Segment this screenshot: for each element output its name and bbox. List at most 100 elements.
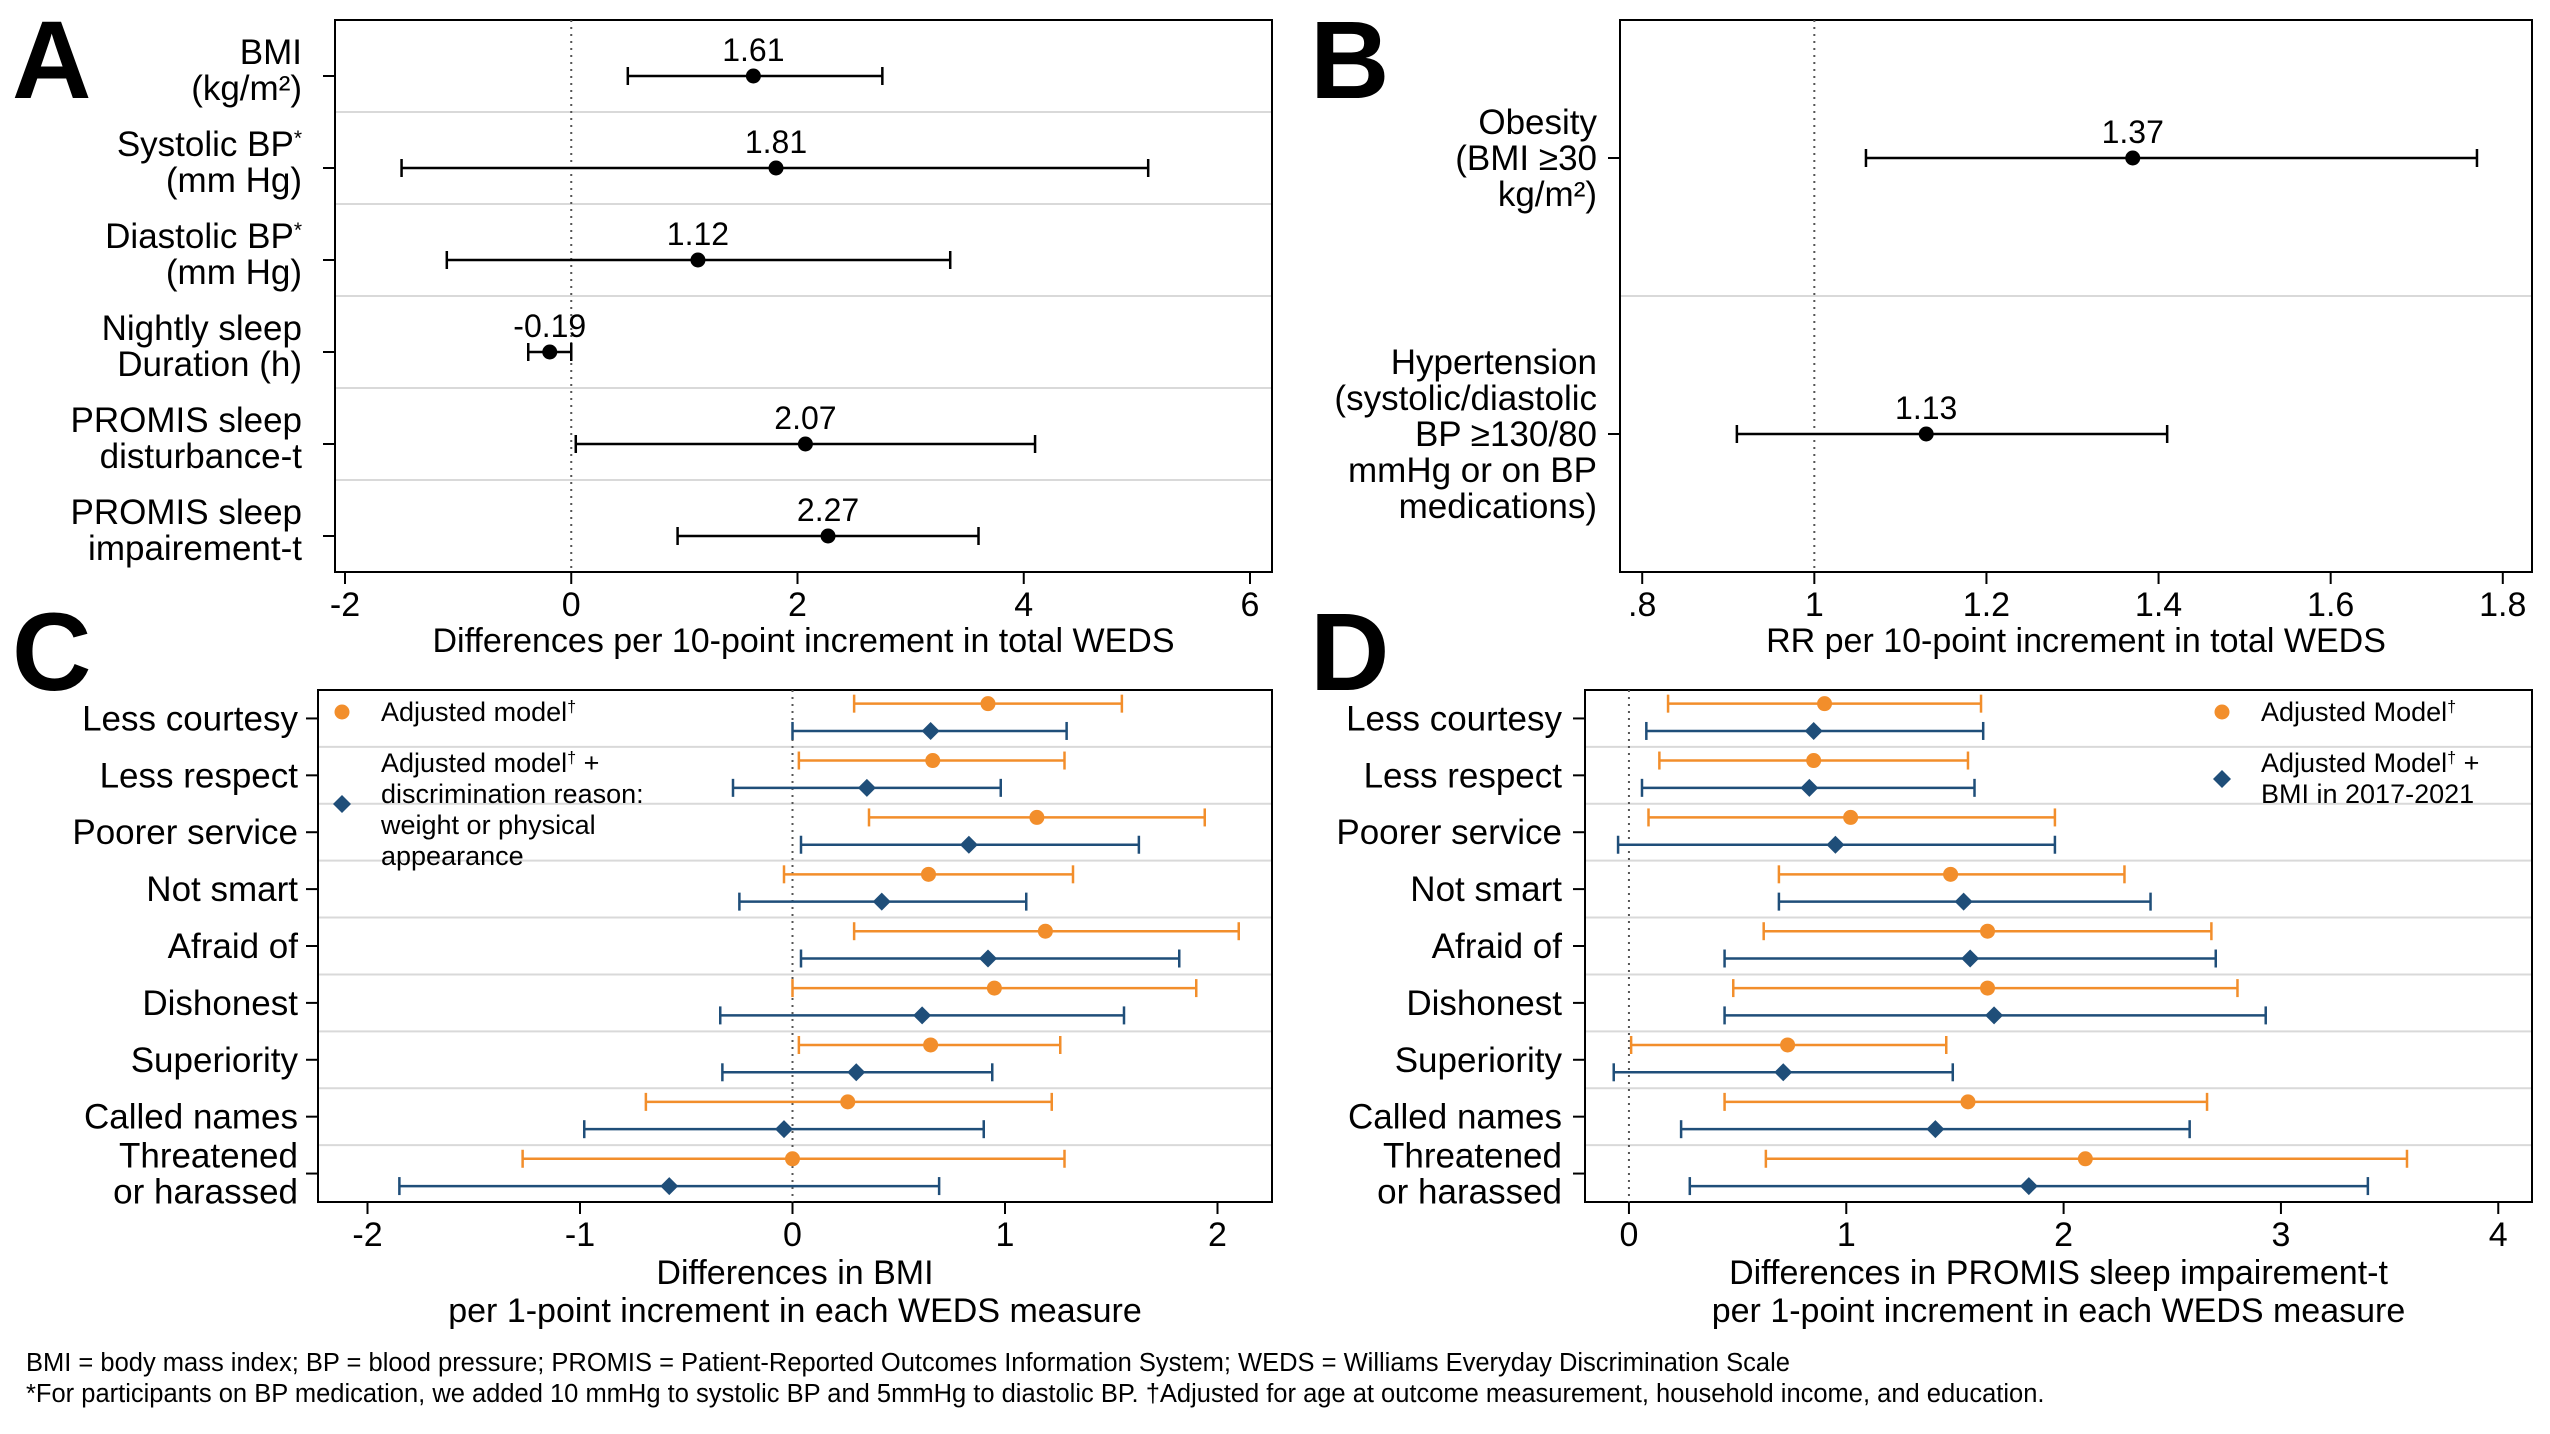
text-span: kg/m²) (1498, 175, 1597, 214)
panel-c-row-8-adjusted-plus-estimate-diamond (775, 1120, 793, 1139)
text-span: Dishonest (1406, 984, 1562, 1023)
text-span: PROMIS sleep (71, 401, 302, 440)
panel-a-row-4-label-line: Duration (h) (117, 345, 302, 384)
panel-d-row-9-label-line: Threatened (1383, 1137, 1562, 1176)
text-span: (kg/m²) (191, 69, 302, 108)
panel-b-x-tick-label: 1.6 (2307, 586, 2354, 624)
text-span: PROMIS sleep (71, 493, 302, 532)
panel-b-row-1-label-line: Obesity (1478, 103, 1597, 142)
panel-b-letter: B (1310, 0, 1389, 122)
panel-c-x-tick-label: -1 (565, 1216, 595, 1254)
panel-d-legend: Adjusted Model†Adjusted Model† +BMI in 2… (2213, 697, 2479, 809)
panel-b-x-tick-label: 1.2 (1963, 586, 2010, 624)
panel-b-row-1-value-label: 1.37 (2102, 114, 2164, 150)
panel-d-letter: D (1310, 591, 1389, 714)
panel-c-x-tick-label: 2 (1208, 1216, 1227, 1254)
panel-d-legend-adjusted-text: Adjusted Model† (2261, 697, 2456, 727)
panel-a-row-5-label-line: PROMIS sleep (71, 401, 302, 440)
panel-c-row-8-label-line: Called names (84, 1098, 298, 1137)
panel-c-row-3-adjusted-estimate-point (1029, 809, 1045, 825)
panel-d-x-tick-label: 2 (2054, 1216, 2073, 1254)
panel-d-row-9-label-line: or harassed (1377, 1173, 1562, 1212)
panel-d-legend-adjusted-plus-estimate-diamond (2213, 770, 2231, 788)
text-span: + (2456, 748, 2479, 778)
panel-d-x-tick-label: 4 (2489, 1216, 2508, 1254)
text-span: BMI (240, 33, 302, 72)
panel-d-row-3-label-line: Poorer service (1336, 813, 1562, 852)
text-span: Less courtesy (1346, 699, 1562, 738)
text-span: Superiority (131, 1041, 299, 1080)
panel-b-row-2-label-line: (systolic/diastolic (1334, 379, 1597, 418)
panel-a-row-1-estimate-point (745, 68, 761, 84)
text-span: disturbance-t (100, 437, 303, 476)
panel-a-row-4-value-label: -0.19 (513, 308, 586, 344)
panel-a-x-tick-label: 0 (562, 586, 581, 624)
panel-c-row-4-adjusted-estimate-point (921, 866, 936, 882)
panel-c-x-axis-title-line: Differences in BMI (656, 1254, 933, 1292)
panel-c-legend-adjusted-plus-text: Adjusted model† + (381, 748, 599, 778)
panel-a-row-2-label-line: (mm Hg) (166, 161, 302, 200)
panel-a-row-3-label-line: (mm Hg) (166, 253, 302, 292)
panel-c-legend-adjusted-text: Adjusted model† (381, 697, 576, 727)
panel-a-row-6-label-line: impairement-t (88, 529, 302, 568)
panel-a-x-tick-label: 6 (1241, 586, 1260, 624)
panel-a-x-tick-label: 2 (788, 586, 807, 624)
text-span: † (567, 749, 576, 767)
panel-c-row-5-adjusted-estimate-point (1037, 923, 1053, 939)
text-span: + (576, 748, 599, 778)
panel-a-letter: A (12, 0, 91, 122)
text-span: Adjusted model (381, 748, 567, 778)
panel-c-x-axis-title-line: per 1-point increment in each WEDS measu… (448, 1292, 1142, 1330)
panel-c-row-9-label-line: Threatened (119, 1137, 298, 1176)
panel-b-row-1-estimate-point (2125, 150, 2141, 166)
panel-a-row-3-label-line: Diastolic BP* (105, 217, 302, 256)
panel-d-legend-adjusted-plus-text: Adjusted Model† + (2261, 748, 2479, 778)
text-span: † (2447, 749, 2456, 767)
panel-d-row-4-adjusted-plus-estimate-diamond (1954, 892, 1973, 911)
text-span: Poorer service (1336, 813, 1562, 852)
panel-c-row-3-adjusted-plus-estimate-diamond (959, 835, 978, 854)
panel-a-row-5-estimate-point (797, 436, 813, 452)
panel-c-legend-adjusted-plus-text: discrimination reason: (381, 779, 644, 809)
panel-b-frame (1619, 19, 2533, 573)
text-span: Hypertension (1391, 343, 1597, 382)
panel-d-legend-adjusted-plus-text: BMI in 2017-2021 (2261, 779, 2474, 809)
panel-c-letter: C (12, 591, 91, 714)
panel-b-x-tick-label: .8 (1628, 586, 1656, 624)
panel-b-row-2-label-line: Hypertension (1391, 343, 1597, 382)
text-span: Nightly sleep (102, 309, 302, 348)
text-span: † (2447, 698, 2456, 716)
panel-d-row-1-adjusted-estimate-point (1817, 696, 1833, 712)
panel-c-row-4-label-line: Not smart (146, 870, 298, 909)
text-span: BMI in 2017-2021 (2261, 779, 2474, 809)
panel-d-row-7-adjusted-estimate-point (1780, 1037, 1796, 1053)
panel-c-legend: Adjusted model†Adjusted model† +discrimi… (333, 697, 644, 871)
text-span: † (567, 698, 576, 716)
text-span: Poorer service (72, 813, 298, 852)
panel-c-x-tick-label: 0 (783, 1216, 802, 1254)
panel-d-row-5-adjusted-estimate-point (1980, 923, 1996, 939)
panel-d-row-6-label-line: Dishonest (1406, 984, 1562, 1023)
text-span: Afraid of (1432, 927, 1563, 966)
text-span: Adjusted Model (2261, 748, 2447, 778)
panel-d-forest-plot: 0 1 2 3 4 Differences in PROMIS sleep impaire… (1336, 689, 2533, 1330)
text-span: Systolic BP (117, 125, 294, 164)
footnote-adjustments: *For participants on BP medication, we a… (26, 1380, 2045, 1408)
panel-b-x-tick-label: 1.8 (2479, 586, 2526, 624)
panel-d-legend-adjusted-estimate-point (2214, 704, 2230, 720)
panel-b-x-tick-label: 1.4 (2135, 586, 2182, 624)
text-span: Less courtesy (82, 699, 298, 738)
panel-d-row-7-label-line: Superiority (1395, 1041, 1563, 1080)
text-span: weight or physical (380, 810, 596, 840)
panel-c-row-9-adjusted-estimate-point (785, 1151, 800, 1167)
text-span: or harassed (1377, 1173, 1562, 1212)
panel-d-x-axis-title-line: per 1-point increment in each WEDS measu… (1712, 1292, 2406, 1330)
panel-c-row-2-label-line: Less respect (100, 756, 299, 795)
panel-b-x-tick-label: 1 (1805, 586, 1824, 624)
panel-c-row-8-adjusted-estimate-point (840, 1094, 856, 1110)
panel-a-row-3-estimate-point (690, 252, 706, 268)
panel-b-row-1-label-line: kg/m²) (1498, 175, 1597, 214)
panel-b-row-2-value-label: 1.13 (1895, 390, 1957, 426)
text-span: Obesity (1478, 103, 1597, 142)
panel-d-row-3-adjusted-plus-estimate-diamond (1826, 835, 1845, 854)
